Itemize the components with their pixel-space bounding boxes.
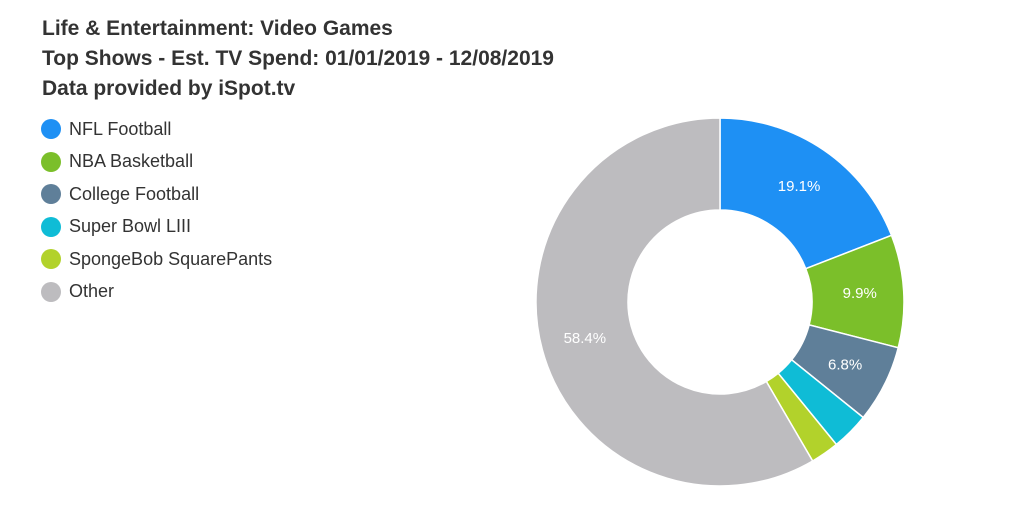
- legend-label: SpongeBob SquarePants: [69, 248, 273, 269]
- donut-slice[interactable]: [535, 117, 814, 487]
- chart-source: Data provided by iSpot.tv: [42, 77, 296, 100]
- chart-title: Life & Entertainment: Video Games: [42, 17, 393, 40]
- slice-data-label: 6.8%: [828, 356, 862, 373]
- legend-swatch: [41, 281, 61, 302]
- legend-label: Other: [69, 281, 115, 302]
- legend-item[interactable]: NFL Football: [41, 113, 272, 146]
- legend-item[interactable]: Super Bowl LIII: [41, 211, 272, 244]
- legend-item[interactable]: NBA Basketball: [41, 146, 272, 179]
- slice-data-label: 9.9%: [843, 285, 877, 302]
- legend-label: NBA Basketball: [69, 151, 194, 172]
- legend-swatch: [41, 151, 61, 172]
- legend-item[interactable]: College Football: [41, 178, 272, 211]
- legend-label: College Football: [69, 183, 200, 204]
- legend-swatch: [41, 216, 61, 237]
- legend-label: NFL Football: [69, 118, 172, 139]
- legend-swatch: [41, 184, 61, 205]
- chart-legend: NFL Football NBA Basketball College Footba…: [41, 113, 272, 308]
- legend-item[interactable]: SpongeBob SquarePants: [41, 243, 272, 276]
- legend-label: Super Bowl LIII: [69, 216, 192, 237]
- slice-data-label: 19.1%: [778, 178, 821, 195]
- legend-item[interactable]: Other: [41, 276, 272, 309]
- legend-swatch: [41, 249, 61, 270]
- slice-data-label: 58.4%: [564, 330, 607, 347]
- donut-slice[interactable]: [719, 117, 893, 270]
- chart-title-block: Life & Entertainment: Video Games Top Sh…: [42, 14, 554, 104]
- legend-swatch: [41, 119, 61, 140]
- chart-subtitle: Top Shows - Est. TV Spend: 01/01/2019 - …: [42, 47, 554, 70]
